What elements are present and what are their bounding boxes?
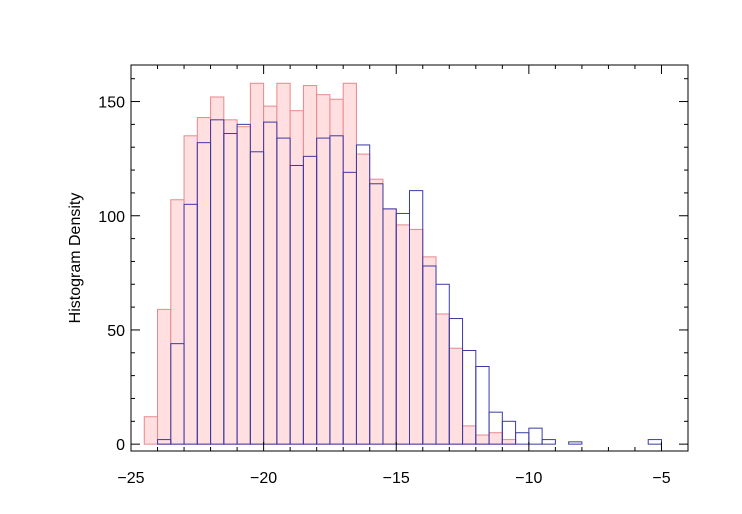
filled-bar-18	[382, 208, 397, 445]
filled-bar-26	[488, 432, 503, 445]
filled-bar-8	[249, 82, 265, 445]
outline-bar-31	[568, 441, 583, 445]
y-axis-label: Histogram Density	[67, 193, 84, 324]
filled-bar-23	[448, 347, 464, 445]
filled-bar-14	[329, 98, 344, 445]
bars-layer	[143, 82, 662, 445]
filled-bar-22	[435, 313, 450, 445]
filled-bar-3	[183, 135, 198, 445]
filled-bar-2	[170, 199, 185, 445]
filled-bar-12	[302, 85, 318, 445]
filled-bar-4	[196, 117, 212, 445]
x-tick-label: −25	[117, 470, 144, 487]
x-tick-label: −10	[515, 470, 542, 487]
filled-bar-25	[475, 434, 490, 445]
x-tick-label: −15	[383, 470, 410, 487]
y-tick-label: 0	[116, 437, 125, 454]
filled-bar-13	[316, 94, 331, 445]
filled-bar-1	[157, 308, 172, 445]
filled-bar-16	[355, 153, 371, 445]
x-tick-label: −20	[250, 470, 277, 487]
outline-bar-27	[515, 432, 530, 445]
filled-bar-21	[422, 256, 437, 445]
filled-bar-7	[236, 126, 251, 445]
filled-bar-19	[395, 224, 410, 445]
filled-bar-20	[409, 228, 424, 445]
filled-bar-9	[263, 105, 278, 445]
filled-bar-6	[223, 119, 238, 445]
filled-bar-17	[369, 178, 384, 445]
outline-bar-28	[528, 427, 543, 445]
ticks-layer: −25 −20 −15 −10 −5 0 50 100 150	[98, 65, 689, 487]
filled-bar-11	[289, 110, 304, 445]
filled-bar-27	[501, 439, 517, 445]
outline-bar-24	[475, 365, 490, 445]
filled-bar-24	[462, 425, 477, 445]
filled-bar-5	[210, 96, 225, 445]
filled-bar-0	[143, 416, 159, 445]
y-tick-label: 150	[98, 95, 125, 112]
x-tick-label: −5	[652, 470, 670, 487]
outline-bar-29	[541, 439, 556, 445]
y-tick-label: 50	[107, 323, 125, 340]
y-tick-label: 100	[98, 209, 125, 226]
outline-bar-32	[647, 439, 662, 445]
filled-bar-10	[276, 82, 291, 445]
filled-bar-15	[342, 82, 357, 445]
plot-frame	[130, 64, 689, 452]
